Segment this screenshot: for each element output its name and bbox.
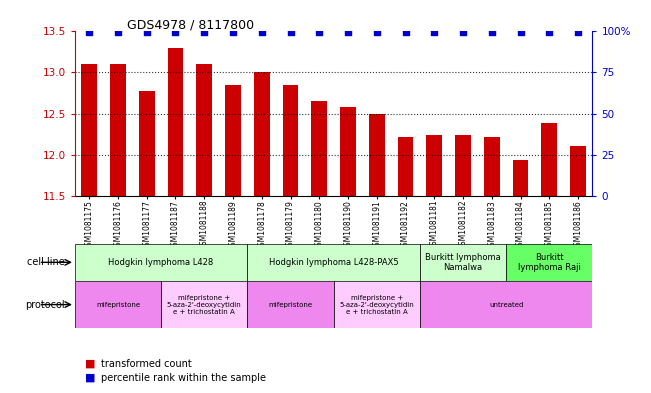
Point: [314, 29, 324, 35]
Bar: [197, 64, 212, 196]
Bar: [81, 64, 97, 196]
Point: [285, 29, 296, 35]
Bar: [161, 281, 247, 328]
Point: [573, 29, 583, 35]
Point: [228, 29, 238, 35]
Bar: [283, 85, 298, 196]
Bar: [75, 244, 247, 281]
Bar: [512, 160, 529, 196]
Bar: [426, 135, 442, 196]
Point: [171, 29, 181, 35]
Bar: [110, 64, 126, 196]
Bar: [398, 136, 413, 196]
Bar: [484, 138, 500, 196]
Bar: [455, 135, 471, 196]
Text: cell line: cell line: [27, 257, 65, 267]
Text: mifepristone +
5-aza-2'-deoxycytidin
e + trichostatin A: mifepristone + 5-aza-2'-deoxycytidin e +…: [339, 295, 414, 314]
Text: percentile rank within the sample: percentile rank within the sample: [101, 373, 266, 383]
Point: [486, 29, 497, 35]
Point: [429, 29, 439, 35]
Point: [113, 29, 123, 35]
Point: [256, 29, 267, 35]
Bar: [139, 90, 155, 196]
Bar: [254, 72, 270, 196]
Bar: [247, 244, 420, 281]
Point: [343, 29, 353, 35]
Bar: [167, 48, 184, 196]
Point: [84, 29, 94, 35]
Point: [141, 29, 152, 35]
Text: Burkitt
lymphoma Raji: Burkitt lymphoma Raji: [518, 253, 581, 272]
Text: Hodgkin lymphoma L428: Hodgkin lymphoma L428: [109, 258, 214, 267]
Bar: [225, 85, 241, 196]
Text: ■: ■: [85, 373, 95, 383]
Text: transformed count: transformed count: [101, 358, 191, 369]
Text: mifepristone: mifepristone: [268, 301, 312, 308]
Bar: [570, 146, 586, 196]
Bar: [75, 281, 161, 328]
Bar: [333, 281, 420, 328]
Text: mifepristone +
5-aza-2'-deoxycytidin
e + trichostatin A: mifepristone + 5-aza-2'-deoxycytidin e +…: [167, 295, 242, 314]
Text: GDS4978 / 8117800: GDS4978 / 8117800: [127, 18, 254, 31]
Text: untreated: untreated: [489, 301, 523, 308]
Bar: [369, 114, 385, 196]
Point: [516, 29, 526, 35]
Point: [458, 29, 468, 35]
Point: [544, 29, 555, 35]
Bar: [420, 281, 592, 328]
Bar: [420, 244, 506, 281]
Text: ■: ■: [85, 358, 95, 369]
Text: Hodgkin lymphoma L428-PAX5: Hodgkin lymphoma L428-PAX5: [269, 258, 398, 267]
Bar: [340, 107, 356, 196]
Point: [400, 29, 411, 35]
Text: mifepristone: mifepristone: [96, 301, 140, 308]
Point: [372, 29, 382, 35]
Bar: [247, 281, 333, 328]
Text: Burkitt lymphoma
Namalwa: Burkitt lymphoma Namalwa: [425, 253, 501, 272]
Text: protocol: protocol: [25, 299, 65, 310]
Bar: [542, 123, 557, 196]
Bar: [311, 101, 327, 196]
Bar: [506, 244, 592, 281]
Point: [199, 29, 210, 35]
